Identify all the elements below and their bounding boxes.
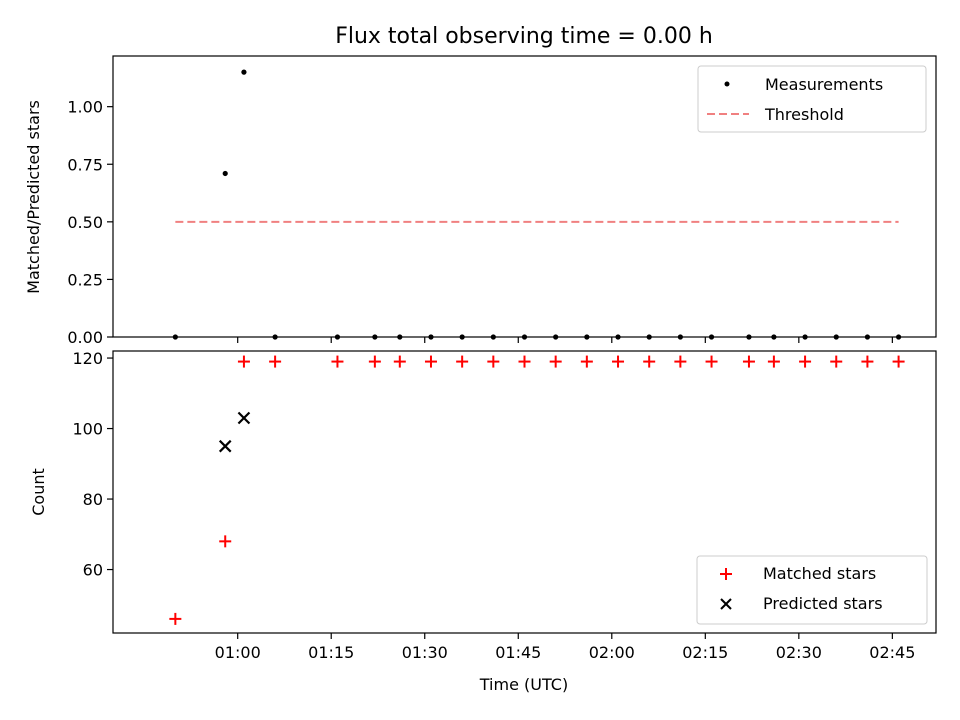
matched-star-point [830, 355, 843, 368]
top-y-tick-label: 1.00 [67, 98, 103, 117]
x-tick-label: 02:15 [682, 643, 728, 662]
legend-matched-label: Matched stars [763, 564, 876, 583]
top-y-tick-label: 0.00 [67, 328, 103, 347]
legend-matched-marker [720, 568, 732, 580]
bottom-legend-frame [696, 555, 928, 625]
matched-star-point [269, 355, 282, 368]
matched-star-point [643, 355, 656, 368]
matched-star-point [799, 355, 812, 368]
x-tick-label: 02:30 [776, 643, 822, 662]
top-y-ticks: 0.00 0.25 0.50 0.75 1.00 [67, 98, 113, 347]
top-y-axis-label: Matched/Predicted stars [24, 100, 43, 294]
top-axes: 0.00 0.25 0.50 0.75 1.00 Matched/Predicted s… [24, 55, 937, 347]
x-tick-label: 01:45 [495, 643, 541, 662]
bottom-y-tick-label: 80 [83, 490, 103, 509]
predicted-star-point [218, 439, 232, 453]
bottom-legend: Matched stars Predicted stars [696, 555, 928, 625]
matched-star-point [393, 355, 406, 368]
matched-star-point [892, 355, 905, 368]
matched-star-point [861, 355, 874, 368]
matched-star-point [219, 535, 232, 548]
bottom-axes-frame [112, 350, 937, 634]
matched-star-point [612, 355, 625, 368]
top-x-ticks [237, 337, 893, 343]
bottom-y-tick-label: 120 [72, 349, 103, 368]
chart-title: Flux total observing time = 0.00 h [335, 24, 713, 49]
matched-star-point [767, 355, 780, 368]
matched-star-point [487, 355, 500, 368]
matched-star-point [674, 355, 687, 368]
matched-star-point [580, 355, 593, 368]
top-axes-frame [112, 55, 937, 338]
x-tick-label: 01:00 [215, 643, 261, 662]
legend-predicted-label: Predicted stars [763, 594, 883, 613]
measurement-point [222, 170, 228, 177]
legend-measurements-label: Measurements [765, 75, 883, 94]
bottom-y-axis-label: Count [29, 468, 48, 516]
x-axis-label: Time (UTC) [479, 675, 568, 694]
bottom-plot-area [169, 355, 905, 625]
matched-star-point [169, 612, 182, 625]
top-legend: Measurements Threshold [697, 65, 927, 133]
bottom-y-ticks: 60 80 100 120 [72, 349, 113, 580]
top-y-tick-label: 0.75 [67, 155, 103, 174]
matched-star-point [237, 355, 250, 368]
measurement-point [241, 69, 247, 75]
bottom-y-tick-label: 100 [72, 420, 103, 439]
matched-star-point [705, 355, 718, 368]
predicted-star-point [237, 411, 251, 425]
matched-star-point [456, 355, 469, 368]
top-y-tick-label: 0.25 [67, 270, 103, 289]
x-tick-label: 01:30 [402, 643, 448, 662]
matched-star-point [368, 355, 381, 368]
x-tick-label: 02:00 [589, 643, 635, 662]
bottom-axes: 60 80 100 120 01:00 01:15 01:30 01:45 02:00 02:1… [29, 349, 937, 694]
x-tick-label: 01:15 [308, 643, 354, 662]
x-tick-label: 02:45 [869, 643, 915, 662]
top-legend-frame [697, 65, 927, 133]
matched-star-point [331, 355, 344, 368]
legend-threshold-label: Threshold [764, 105, 844, 124]
matched-star-point [549, 355, 562, 368]
legend-measurements-marker [724, 81, 730, 87]
top-y-tick-label: 0.50 [67, 213, 103, 232]
bottom-y-tick-label: 60 [83, 561, 103, 580]
matched-star-point [424, 355, 437, 368]
matched-star-point [742, 355, 755, 368]
legend-predicted-marker [720, 598, 732, 610]
matched-star-point [518, 355, 531, 368]
bottom-x-ticks: 01:00 01:15 01:30 01:45 02:00 02:15 02:30 02:45 [215, 633, 915, 662]
